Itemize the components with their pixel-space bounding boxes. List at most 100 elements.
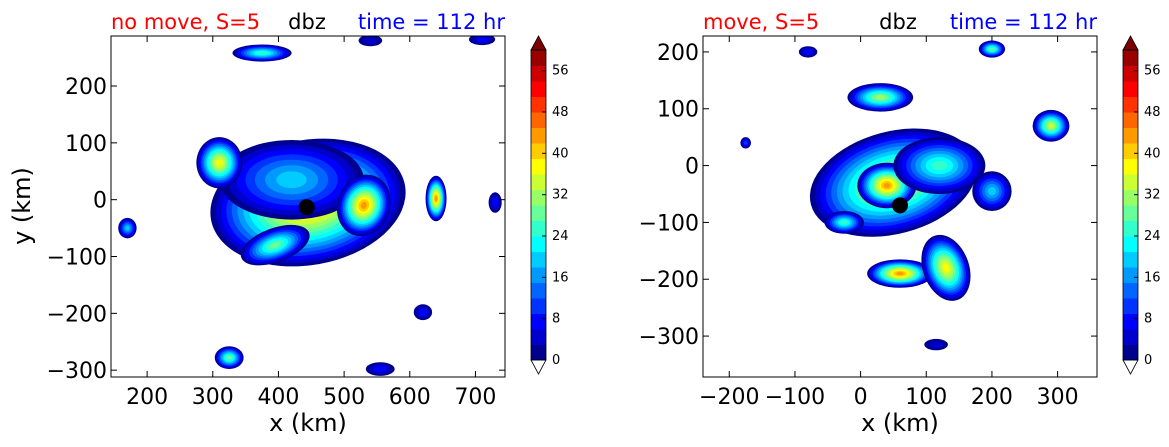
x-tick-label: 100 [905, 385, 947, 410]
colorbar-segment [531, 220, 546, 237]
contour-level [374, 366, 387, 372]
x-tick-label: 0 [854, 385, 868, 410]
colorbar-segment [1123, 174, 1138, 190]
contour-level [896, 271, 904, 276]
contour-level [804, 49, 812, 55]
y-tick-label: 100 [657, 98, 699, 123]
echo-cell-4 [240, 224, 310, 266]
contour-level [942, 263, 950, 273]
colorbar-segment [531, 267, 546, 283]
colorbar-tick-label: 32 [1144, 188, 1161, 203]
colorbar-tick-label: 24 [552, 229, 569, 244]
panel-2-title-center: dbz [879, 10, 917, 34]
colorbar-segment [1123, 251, 1138, 268]
colorbar-segment [1123, 96, 1138, 113]
y-tick-label: 200 [65, 75, 107, 100]
colorbar-tick-label: 16 [1144, 270, 1161, 285]
panel-2-colorbar: 0 8 16 24 32 40 48 56 [1122, 35, 1161, 375]
colorbar-segment [531, 298, 546, 314]
contour-level [492, 198, 498, 207]
y-tick-label: −100 [639, 211, 699, 236]
contour-level [476, 37, 488, 42]
colorbar-segment [1123, 50, 1138, 66]
colorbar-segment [1123, 236, 1138, 252]
x-tick-label: 300 [1037, 385, 1079, 410]
x-tick-label: −100 [765, 385, 825, 410]
echo-cell-1 [219, 140, 364, 220]
panel-2-y-ticks: 200 100 0 −100 −200 −300 [639, 41, 1097, 350]
echo-cell-12 [468, 36, 496, 46]
panel-1-title-right: time = 112 hr [358, 10, 505, 34]
colorbar-tick-label: 56 [1144, 64, 1161, 79]
echo-cell-6 [425, 175, 447, 222]
reflectivity-field [118, 36, 502, 376]
contour-level [883, 182, 891, 189]
colorbar-tick-label: 8 [1144, 312, 1152, 327]
panel-2-frame [702, 35, 1098, 378]
colorbar-tick-label: 0 [552, 353, 560, 368]
y-tick-label: −200 [639, 268, 699, 293]
echo-cell-5 [921, 234, 971, 301]
panel-1-x-ticks: 200 300 400 500 600 700 [126, 36, 496, 410]
colorbar-segment [1123, 344, 1138, 361]
contour-level [419, 308, 427, 316]
colorbar-under-extension [1122, 359, 1139, 375]
colorbar-segment [531, 282, 546, 299]
echo-cell-10 [413, 304, 433, 321]
colorbar-segment [1123, 313, 1138, 330]
colorbar-segment [1123, 127, 1138, 144]
contour-level [929, 341, 943, 348]
colorbar-segment [1123, 112, 1138, 128]
contour-level [743, 140, 748, 145]
colorbar-segment [1123, 65, 1138, 82]
colorbar-segment [531, 127, 546, 144]
echo-cell-6 [1032, 109, 1070, 142]
y-tick-label: −200 [47, 302, 107, 327]
panel-2-title-right: time = 112 hr [950, 10, 1097, 34]
contour-level [256, 51, 268, 55]
contour-level [125, 225, 130, 231]
panel-2-plot-area [740, 40, 1070, 351]
echo-cell-7 [118, 217, 137, 239]
colorbar-segment [1123, 205, 1138, 221]
panel-move: move, S=5 dbz time = 112 hr −200 −100 0 100… [639, 10, 1161, 437]
colorbar-segment [531, 205, 546, 221]
contour-level [363, 37, 378, 44]
echo-cell-2 [893, 137, 986, 194]
echo-cell-8 [214, 346, 244, 370]
colorbar-segment [531, 96, 546, 113]
colorbar-segment [1123, 267, 1138, 283]
contour-level [987, 186, 997, 196]
echo-cell-13 [358, 36, 383, 47]
x-tick-label: 300 [192, 385, 234, 410]
y-tick-label: 0 [685, 155, 699, 180]
echo-cell-8 [740, 137, 751, 149]
colorbar-segment [1123, 81, 1138, 97]
colorbar-frame [1122, 49, 1139, 361]
colorbar-over-extension [530, 35, 547, 51]
y-tick-label: −300 [639, 325, 699, 350]
colorbar-segment [1123, 143, 1138, 159]
colorbar-segment [531, 112, 546, 128]
colorbar-segment [531, 143, 546, 159]
colorbar-frame [530, 49, 547, 361]
colorbar-tick-label: 40 [1144, 146, 1161, 161]
panel-1-title-left: no move, S=5 [111, 10, 260, 34]
echo-cell-11 [488, 192, 502, 213]
contour-level [875, 95, 886, 100]
y-tick-label: −100 [47, 246, 107, 271]
colorbar-segment [1123, 298, 1138, 314]
colorbar-tick-label: 8 [552, 312, 560, 327]
x-tick-label: 200 [126, 385, 168, 410]
colorbar-under-extension [530, 359, 547, 375]
contour-level [226, 355, 232, 360]
colorbar-segment [531, 236, 546, 252]
x-tick-label: 400 [257, 385, 299, 410]
panel-2-x-axis-label: x (km) [861, 409, 939, 437]
colorbar-segment [531, 189, 546, 206]
panel-2-title-left: move, S=5 [703, 10, 819, 34]
colorbar-tick-label: 48 [552, 105, 569, 120]
x-tick-label: 200 [971, 385, 1013, 410]
colorbar-segment [1123, 329, 1138, 345]
